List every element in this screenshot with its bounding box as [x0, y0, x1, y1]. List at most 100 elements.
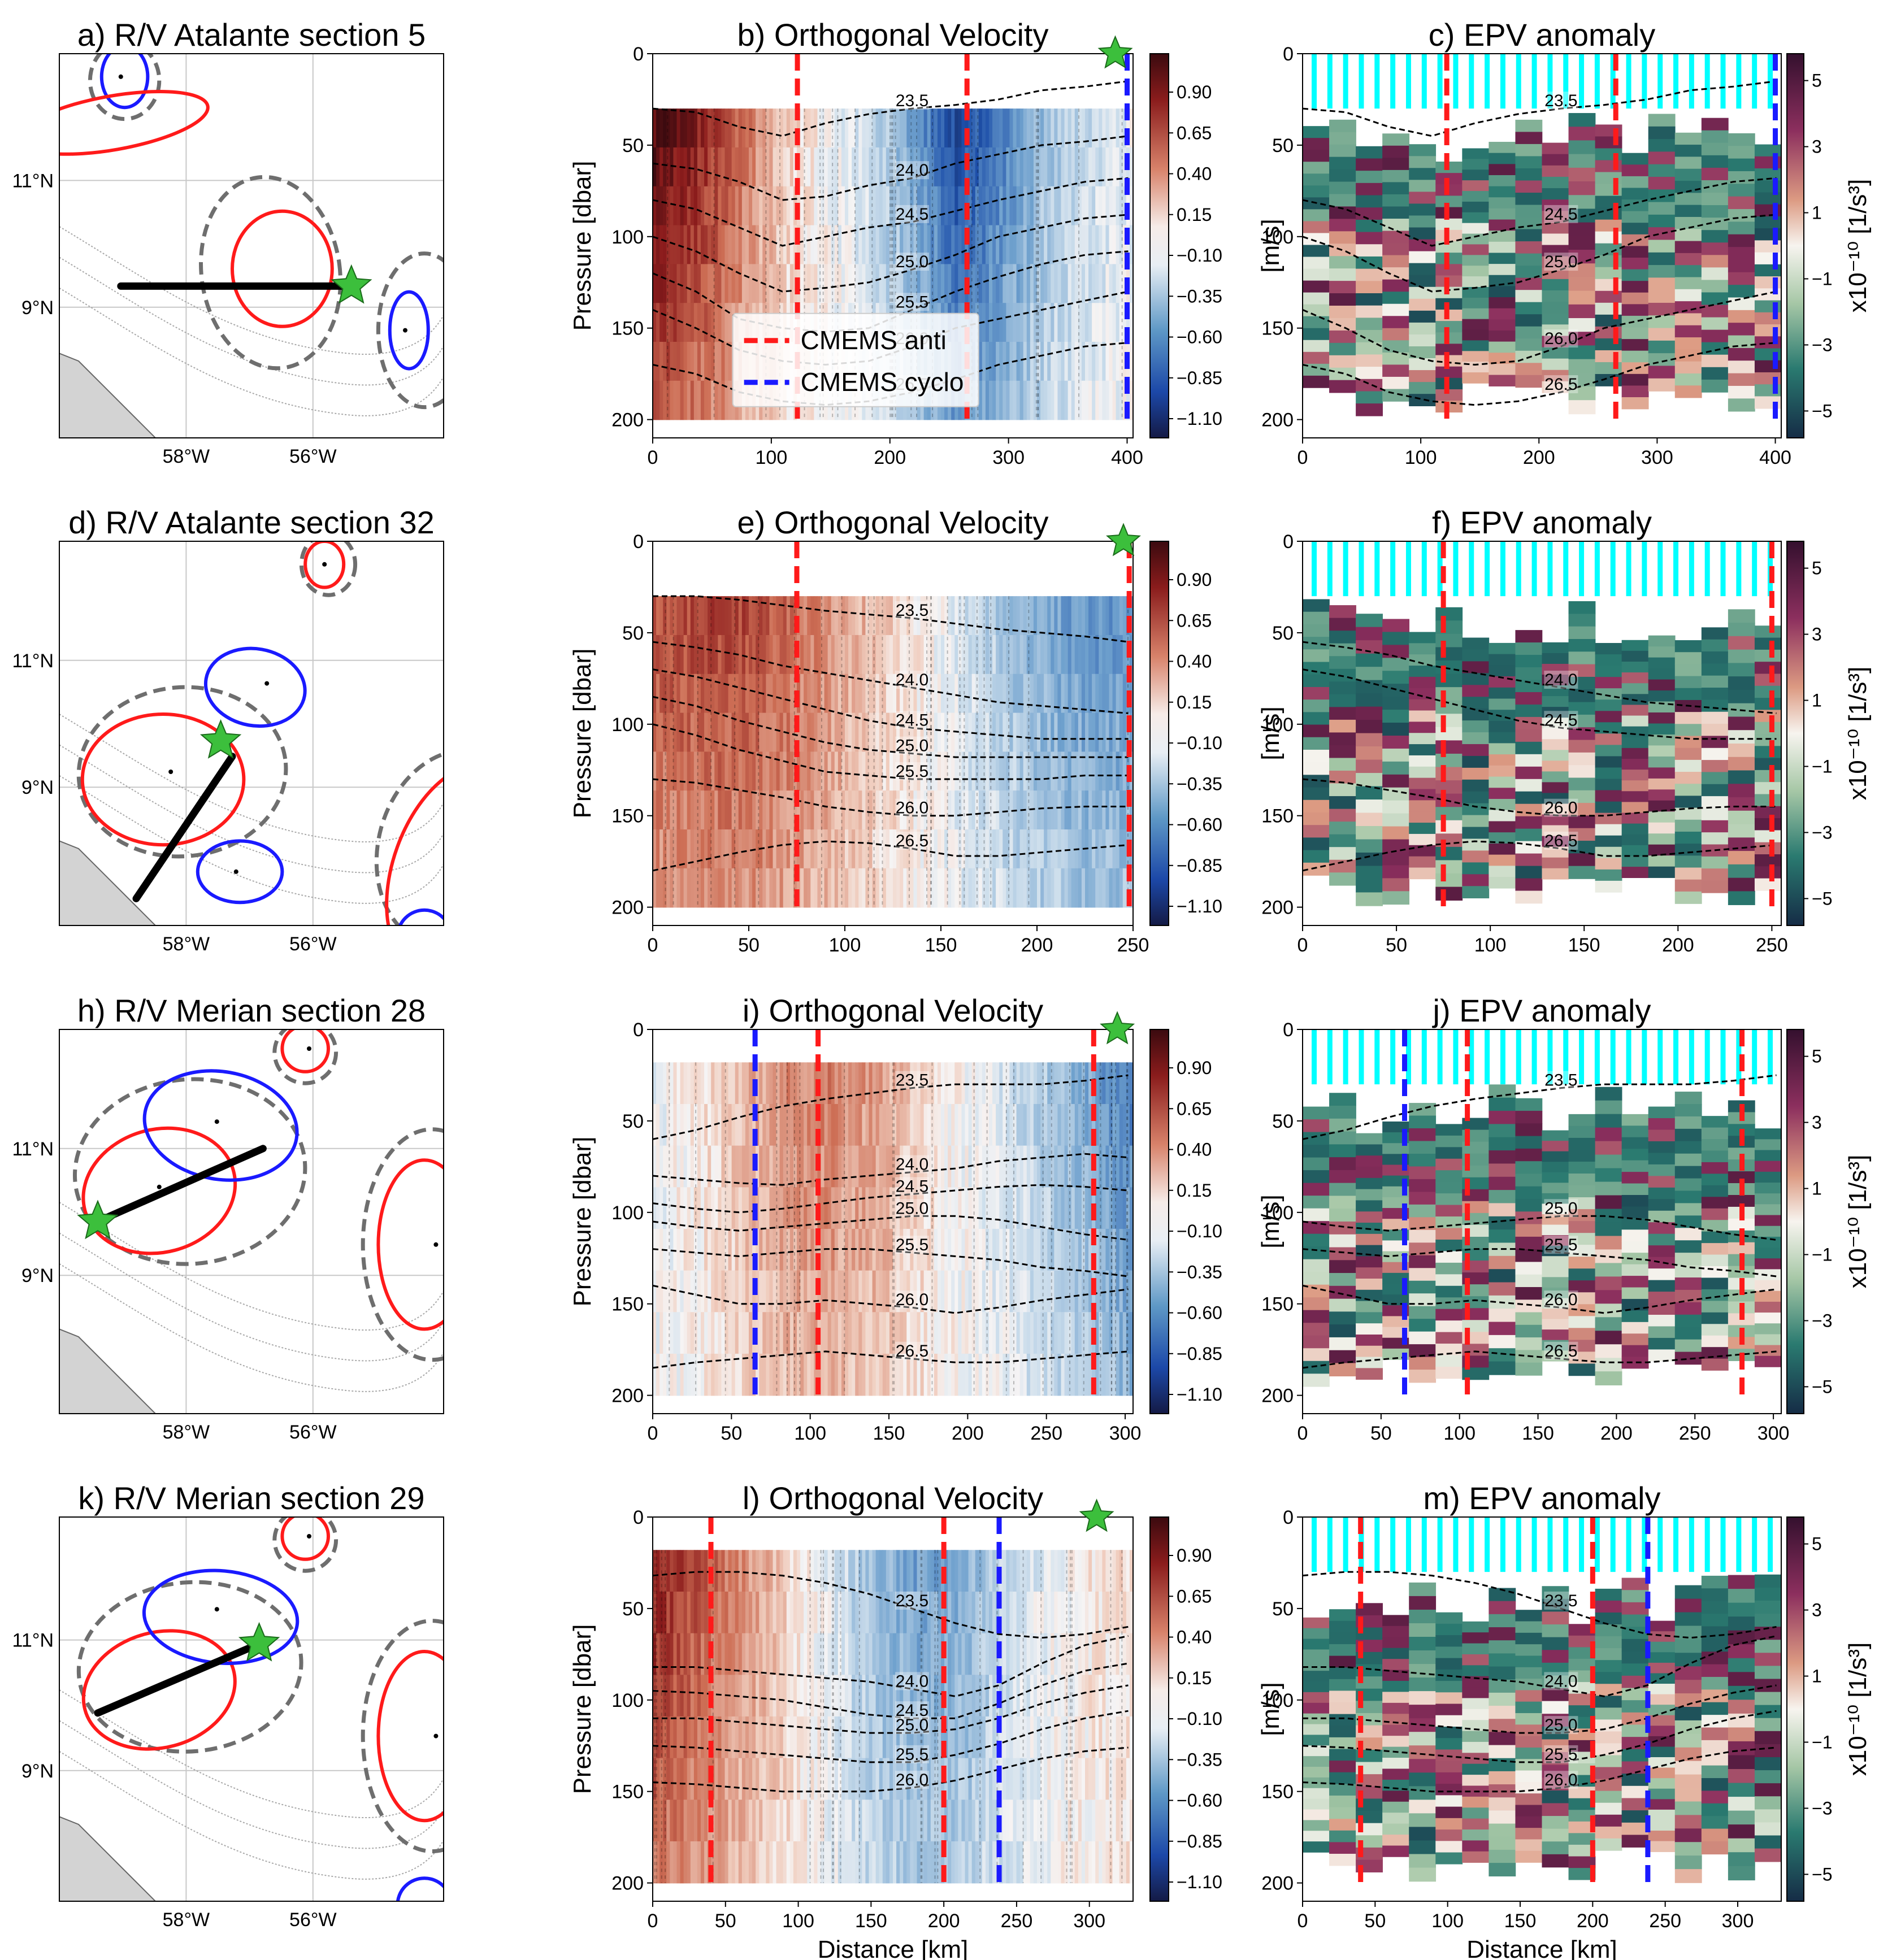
- velocity-cell: [666, 634, 671, 675]
- velocity-cell: [676, 868, 681, 908]
- epv-cell: [1674, 640, 1702, 653]
- velocity-cell: [776, 225, 780, 265]
- velocity-cell: [1085, 225, 1089, 265]
- velocity-cell: [1122, 712, 1127, 753]
- velocity-cell: [852, 868, 856, 908]
- velocity-cell: [961, 1103, 966, 1146]
- velocity-cell: [789, 634, 794, 675]
- velocity-cell: [1095, 1270, 1100, 1313]
- velocity-cell: [701, 868, 705, 908]
- epv-cell: [1568, 1257, 1596, 1270]
- velocity-cell: [927, 1353, 931, 1396]
- velocity-cell: [862, 596, 866, 636]
- velocity-cell: [1033, 790, 1038, 830]
- velocity-cell: [714, 303, 719, 342]
- velocity-cell: [893, 186, 897, 226]
- velocity-cell: [749, 1187, 753, 1229]
- velocity-cell: [910, 1187, 914, 1229]
- velocity-cell: [701, 225, 705, 265]
- velocity-cell: [893, 751, 897, 791]
- velocity-cell: [1037, 712, 1041, 753]
- velocity-cell: [848, 1145, 852, 1188]
- velocity-cell: [659, 673, 664, 714]
- velocity-cell: [779, 751, 784, 791]
- epv-cell: [1356, 207, 1383, 220]
- velocity-cell: [697, 751, 701, 791]
- colorbar-tick-label: −5: [1812, 888, 1832, 909]
- velocity-cell: [1040, 1062, 1044, 1105]
- isopycnal-label-bg: [895, 1177, 929, 1196]
- velocity-cell: [906, 712, 911, 753]
- epv-cell: [1303, 233, 1330, 246]
- epv-cell: [1568, 1197, 1596, 1210]
- velocity-cell: [1037, 1270, 1041, 1313]
- velocity-cell: [900, 1353, 904, 1396]
- epv-cell: [1329, 119, 1356, 133]
- velocity-cell: [879, 1062, 883, 1105]
- velocity-cell: [872, 147, 876, 187]
- velocity-cell: [1129, 380, 1133, 420]
- epv-cell: [1489, 175, 1516, 187]
- epv-cell: [1621, 780, 1649, 792]
- velocity-cell: [917, 1270, 921, 1313]
- velocity-cell: [1040, 1270, 1044, 1313]
- velocity-cell: [663, 380, 667, 420]
- y-tick-label: 150: [611, 806, 644, 827]
- epv-cell: [1568, 614, 1596, 627]
- velocity-cell: [882, 751, 887, 791]
- epv-cell: [1542, 313, 1569, 325]
- velocity-cell: [941, 1312, 945, 1354]
- velocity-cell: [1030, 1228, 1034, 1271]
- velocity-cell: [865, 147, 870, 187]
- velocity-cell: [745, 829, 749, 869]
- epv-cell: [1382, 800, 1410, 814]
- epv-cell: [1515, 741, 1543, 755]
- velocity-cell: [982, 225, 986, 265]
- velocity-cell: [958, 1270, 962, 1313]
- velocity-cell: [852, 1062, 856, 1105]
- velocity-cell: [1057, 1187, 1062, 1229]
- velocity-cell: [996, 1062, 1000, 1105]
- velocity-cell: [762, 1228, 767, 1271]
- isopycnal-label: 24.5: [1544, 205, 1577, 224]
- map-title: a) R/V Atalante section 5: [77, 17, 426, 53]
- velocity-cell: [948, 596, 952, 636]
- velocity-cell: [1109, 673, 1113, 714]
- epv-cell: [1329, 1298, 1356, 1313]
- velocity-cell: [659, 790, 664, 830]
- velocity-cell: [724, 225, 729, 265]
- velocity-cell: [708, 1103, 712, 1146]
- velocity-cell: [718, 1145, 722, 1188]
- velocity-cell: [1033, 751, 1038, 791]
- velocity-cell: [800, 1145, 804, 1188]
- epv-cell: [1621, 211, 1649, 224]
- isopycnal-label: 26.5: [896, 832, 928, 850]
- x-tick-label: 250: [1756, 935, 1788, 956]
- velocity-cell: [776, 1270, 780, 1313]
- velocity-cell: [917, 1312, 921, 1354]
- epv-cell: [1542, 760, 1569, 772]
- epv-cell: [1303, 799, 1330, 813]
- velocity-cell: [1112, 1103, 1117, 1146]
- velocity-cell: [1116, 829, 1120, 869]
- velocity-cell: [762, 225, 767, 265]
- velocity-cell: [666, 1228, 671, 1271]
- velocity-cell: [1074, 634, 1079, 675]
- velocity-cell: [999, 829, 1004, 869]
- velocity-cell: [1040, 1103, 1044, 1146]
- velocity-cell: [948, 1062, 952, 1105]
- epv-cell: [1489, 1203, 1516, 1217]
- velocity-cell: [807, 108, 812, 148]
- velocity-cell: [1119, 1145, 1123, 1188]
- velocity-cell: [930, 1270, 935, 1313]
- epv-cell: [1542, 857, 1569, 869]
- velocity-cell: [738, 147, 743, 187]
- velocity-cell: [800, 790, 804, 830]
- velocity-cell: [971, 1270, 976, 1313]
- legend-box: [732, 312, 979, 407]
- velocity-cell: [779, 186, 784, 226]
- velocity-cell: [999, 868, 1004, 908]
- epv-cell: [1303, 1310, 1330, 1324]
- isopycnal-line: [653, 1248, 1129, 1277]
- velocity-cell: [776, 108, 780, 148]
